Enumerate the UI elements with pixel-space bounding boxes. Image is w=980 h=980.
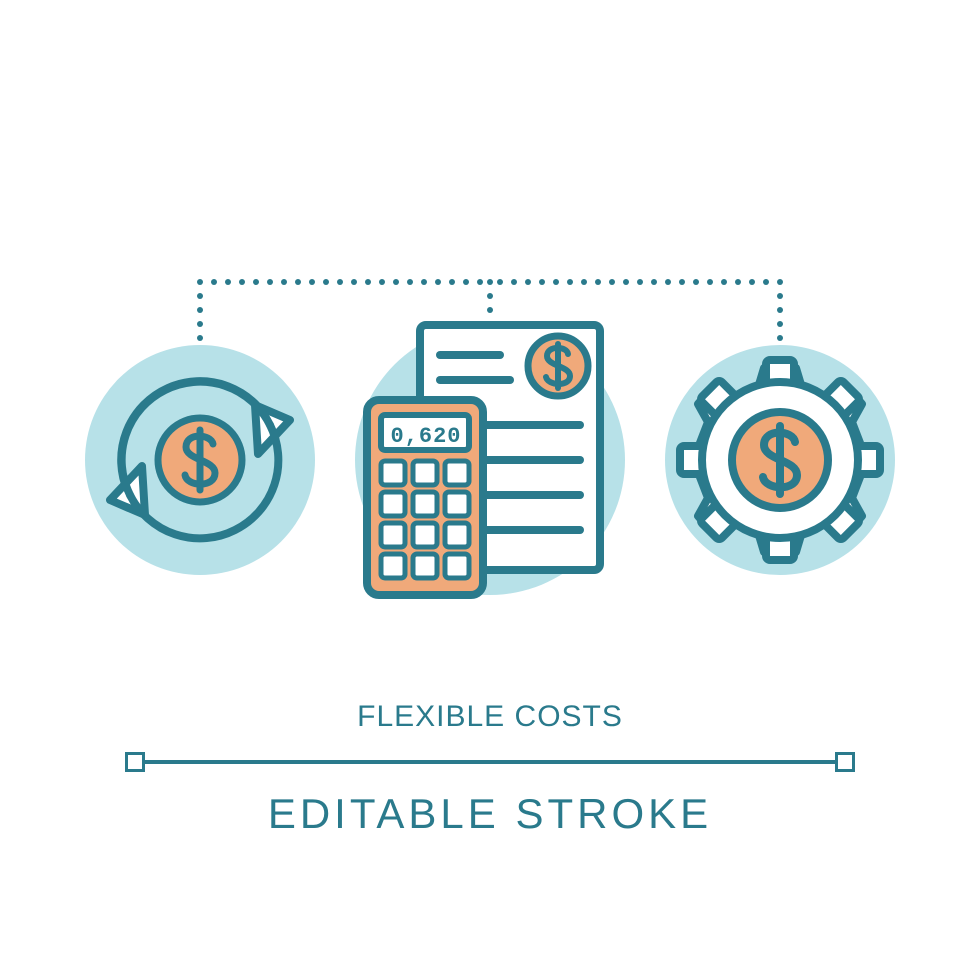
- refresh-dollar-icon: [85, 345, 315, 575]
- infographic-subtitle: EDITABLE STROKE: [0, 790, 980, 838]
- divider-line: [130, 760, 850, 764]
- infographic-title: FLEXIBLE COSTS: [0, 700, 980, 734]
- invoice-calculator-icon: [355, 325, 625, 595]
- calculator-display-value: 0,620: [388, 424, 464, 449]
- infographic-stage: 0,620 FLEXIBLE COSTS EDITABLE STROKE: [0, 0, 980, 980]
- gear-dollar-icon: [639, 319, 922, 602]
